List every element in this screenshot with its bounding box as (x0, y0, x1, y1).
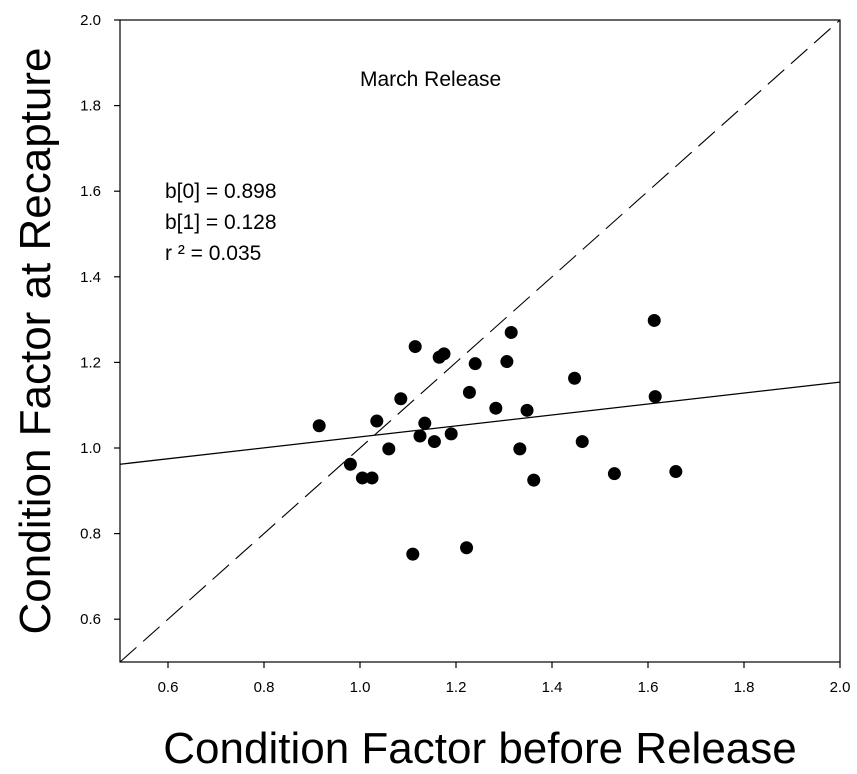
data-point (489, 401, 503, 415)
data-point (413, 429, 427, 443)
y-tick-label: 1.4 (80, 269, 101, 286)
data-point (418, 416, 432, 430)
data-point (504, 325, 518, 339)
x-tick-label: 1.0 (350, 679, 371, 696)
data-point (462, 385, 476, 399)
panel-label: March Release (360, 68, 501, 91)
y-tick-label: 1.0 (80, 440, 101, 457)
x-tick-label: 0.8 (254, 679, 275, 696)
data-point (607, 467, 621, 481)
data-point (520, 403, 534, 417)
data-point (406, 547, 420, 561)
identity-line (119, 19, 841, 663)
y-tick-label: 1.8 (80, 98, 101, 115)
x-tick-label: 1.6 (638, 679, 659, 696)
y-axis-title: Condition Factor at Recapture (11, 48, 60, 635)
data-point (312, 419, 326, 433)
y-tick-label: 1.2 (80, 354, 101, 371)
data-point (370, 414, 384, 428)
regression-line (119, 381, 841, 465)
data-point (427, 435, 441, 449)
data-point (343, 457, 357, 471)
plot-frame (119, 19, 841, 663)
data-point (527, 473, 541, 487)
y-tick-label: 2.0 (80, 12, 101, 29)
r-squared-label: r ² = 0.035 (165, 242, 261, 265)
x-axis-title: Condition Factor before Release (163, 724, 796, 773)
data-point (394, 392, 408, 406)
data-point (460, 541, 474, 555)
data-point (382, 442, 396, 456)
data-point (468, 357, 482, 371)
y-tick-label: 1.6 (80, 183, 101, 200)
data-point (669, 465, 683, 479)
x-tick-label: 1.2 (446, 679, 467, 696)
data-point (365, 471, 379, 485)
data-point (408, 340, 422, 354)
x-tick-label: 0.6 (158, 679, 179, 696)
y-tick-label: 0.8 (80, 526, 101, 543)
data-point (513, 442, 527, 456)
x-tick-label: 2.0 (830, 679, 851, 696)
data-point (647, 313, 661, 327)
data-point (355, 471, 369, 485)
intercept-label: b[0] = 0.898 (165, 180, 277, 203)
data-point (500, 355, 514, 369)
x-tick-label: 1.8 (734, 679, 755, 696)
y-tick-label: 0.6 (80, 611, 101, 628)
data-points (312, 313, 683, 561)
data-point (648, 390, 662, 404)
x-axis-ticks: 0.6 0.8 1.0 1.2 1.4 1.6 1.8 2.0 (158, 662, 851, 696)
data-point (568, 371, 582, 385)
x-tick-label: 1.4 (542, 679, 563, 696)
data-point (444, 427, 458, 441)
data-point (575, 435, 589, 449)
fit-lines (119, 19, 841, 663)
y-axis-ticks: 0.6 0.8 1.0 1.2 1.4 1.6 1.8 2.0 (80, 12, 120, 628)
data-point (437, 347, 451, 361)
slope-label: b[1] = 0.128 (165, 211, 277, 234)
